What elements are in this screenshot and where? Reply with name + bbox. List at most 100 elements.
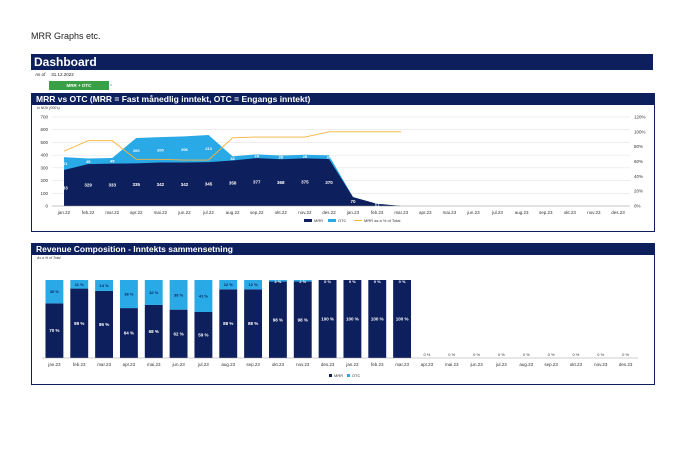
mrr-data-label: 345 xyxy=(205,182,213,187)
y-tick-label: 300 xyxy=(40,165,48,170)
x-tick-label: jun.23 xyxy=(171,362,185,367)
mrr-bar xyxy=(219,289,238,358)
mrr-bar xyxy=(119,308,138,358)
x-tick-label: mai.23 xyxy=(147,362,161,367)
legend-label: OTC xyxy=(338,218,347,223)
otc-data-label: 11 % xyxy=(75,282,84,287)
chart1-subtitle: in NOK (000's) xyxy=(37,106,60,110)
x-tick-label: apr.23 xyxy=(123,362,136,367)
mrr-data-label: 100 % xyxy=(396,317,409,322)
mrr-bar xyxy=(368,280,387,358)
mrr-vs-otc-chart: 0 100 200 300 400 500 600 700 0% 20% 40% 60% 80% 100%… xyxy=(40,115,645,224)
mrr-data-label: 89 % xyxy=(74,321,84,326)
mrr-bar xyxy=(95,290,114,358)
otc-data-label: 36 % xyxy=(124,292,134,297)
mrr-data-label: 0 % xyxy=(448,352,455,357)
mrr-data-label: 100 % xyxy=(346,317,359,322)
y-tick-label: 100 xyxy=(40,191,48,196)
mrr-data-label: 0 % xyxy=(572,352,579,357)
otc-data-label: 213 xyxy=(205,146,212,151)
mrr-data-label: 342 xyxy=(157,182,165,187)
mrr-bar xyxy=(45,303,64,358)
x-tick-label: jul.23 xyxy=(491,210,503,215)
revenue-composition-panel: Revenue Composition - Inntekts sammenset… xyxy=(31,243,655,385)
mrr-data-label: 0 % xyxy=(622,352,629,357)
mrr-data-label: 86 % xyxy=(99,322,109,327)
chart2-header: Revenue Composition - Inntekts sammenset… xyxy=(32,244,654,255)
x-tick-label: sep.23 xyxy=(544,362,558,367)
x-tick-label: nov.22 xyxy=(298,210,312,215)
x-tick-label: aug.23 xyxy=(221,362,235,367)
otc-bar xyxy=(45,280,64,304)
otc-data-label: 28 xyxy=(303,154,308,159)
otc-data-label: 101 xyxy=(61,161,68,166)
y-tick-label: 700 xyxy=(40,115,48,120)
x-tick-label: mar.22 xyxy=(105,210,119,215)
mrr-data-label: 358 xyxy=(229,181,237,186)
mrr-data-label: 283 xyxy=(60,186,68,191)
x-tick-label: mar.23 xyxy=(97,362,111,367)
x-tick-label: feb.23 xyxy=(73,362,86,367)
legend-label: MRR as a % of Total xyxy=(364,218,400,223)
mrr-data-label: 342 xyxy=(181,182,189,187)
as-of-label: As of xyxy=(35,72,46,77)
x-tick-label: des.23 xyxy=(611,210,625,215)
mrr-data-label: 64 % xyxy=(124,331,134,336)
chart1-header: MRR vs OTC (MRR = Fast månedlig inntekt,… xyxy=(32,94,654,105)
otc-bar xyxy=(268,280,287,282)
otc-bar xyxy=(219,280,238,290)
mrr-data-label: 62 % xyxy=(173,331,183,336)
y2-tick-label: 60% xyxy=(634,159,643,164)
x-tick-label: mai.23 xyxy=(443,210,457,215)
mrr-data-label: 0 % xyxy=(597,352,604,357)
as-of-line: As of 31.12.2022 xyxy=(35,72,74,77)
y-tick-label: 500 xyxy=(40,140,48,145)
mrr-bar xyxy=(318,280,337,358)
mrr-bar xyxy=(343,280,362,358)
mrr-data-label: 0 % xyxy=(423,352,430,357)
mrr-area xyxy=(64,158,402,206)
otc-bar xyxy=(293,280,312,282)
as-of-date: 31.12.2022 xyxy=(51,72,74,77)
x-tick-label: okt.23 xyxy=(564,210,577,215)
x-tick-label: jan.23 xyxy=(47,362,61,367)
legend-swatch xyxy=(328,219,336,222)
mrr-data-label: 368 xyxy=(277,180,285,185)
x-tick-label: okt.23 xyxy=(272,362,285,367)
x-tick-label: aug.23 xyxy=(515,210,529,215)
mrr-data-label: 370 xyxy=(325,180,333,185)
mrr-bar xyxy=(169,309,188,358)
legend-label: MRR xyxy=(334,373,343,378)
tab-marker: x xyxy=(110,82,112,87)
chart2-title: Revenue Composition - Inntekts sammenset… xyxy=(36,244,233,254)
otc-bar xyxy=(194,280,213,312)
mrr-bar xyxy=(244,289,263,358)
mrr-bar xyxy=(268,281,287,358)
x-tick-label: jun.23 xyxy=(466,210,480,215)
mrr-bar xyxy=(144,304,163,358)
x-tick-label: feb.23 xyxy=(371,362,384,367)
otc-data-label: 0 % xyxy=(324,279,331,284)
otc-data-label: 0 % xyxy=(399,279,406,284)
mrr-data-label: 329 xyxy=(84,183,92,188)
mrr-otc-button[interactable]: MRR + OTC xyxy=(49,81,109,90)
otc-bar xyxy=(95,280,114,291)
x-tick-label: jul.23 xyxy=(495,362,507,367)
otc-bar xyxy=(144,280,163,305)
otc-data-label: 32 xyxy=(230,156,235,161)
dashboard-header: Dashboard xyxy=(31,54,653,70)
x-tick-label: mar.23 xyxy=(395,362,409,367)
mrr-bar xyxy=(194,311,213,358)
otc-bar xyxy=(169,280,188,310)
mrr-data-label: 0 % xyxy=(523,352,530,357)
x-tick-label: jul.22 xyxy=(202,210,214,215)
x-tick-label: sep.23 xyxy=(246,362,260,367)
x-tick-label: jan.23 xyxy=(345,362,359,367)
x-tick-label: nov.23 xyxy=(587,210,601,215)
chart1-title: MRR vs OTC (MRR = Fast månedlig inntekt,… xyxy=(36,94,311,104)
otc-data-label: 45 xyxy=(86,159,91,164)
legend-label: OTC xyxy=(352,373,361,378)
x-tick-label: okt.23 xyxy=(570,362,583,367)
otc-data-label: 41 % xyxy=(199,293,209,298)
x-tick-label: feb.22 xyxy=(82,210,95,215)
